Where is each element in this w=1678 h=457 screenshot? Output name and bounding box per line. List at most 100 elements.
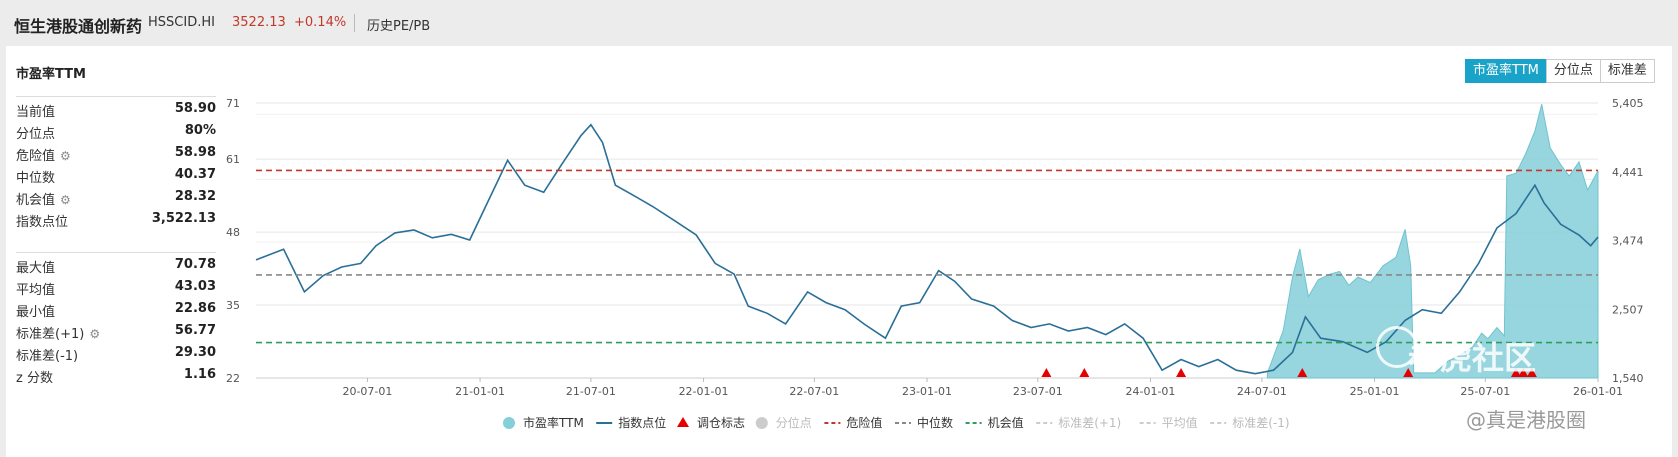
std-dev-button[interactable]: 标准差 <box>1599 59 1655 83</box>
x-tick: 24-07-01 <box>1237 385 1287 398</box>
stat-value: 22.86 <box>174 301 216 316</box>
rebalance-marker <box>1297 368 1308 377</box>
stat-label: 最小值 <box>16 305 56 320</box>
watermark-brand: 老虎社区 <box>1408 339 1537 377</box>
rebalance-marker <box>1403 368 1414 377</box>
pe-ttm-area <box>1266 104 1599 379</box>
rebalance-marker <box>1041 368 1052 377</box>
stat-value: 28.32 <box>174 189 216 204</box>
legend-item[interactable]: 标准差(-1) <box>1210 416 1290 430</box>
stats-panel-bottom: 最大值 70.78 平均值 43.03 最小值 22.86 标准差(+1) ⚙ 56.77 标准差… <box>16 254 216 386</box>
stat-row: 中位数 40.37 <box>16 164 216 186</box>
y-right-tick: 1,540 <box>1612 372 1644 385</box>
card-title: 市盈率TTM <box>16 67 86 82</box>
metric-toggle-group: 市盈率TTM 分位点 标准差 <box>1465 59 1655 83</box>
index-code: HSSCID.HI <box>148 15 215 30</box>
stat-value: 43.03 <box>174 279 216 294</box>
x-tick: 25-01-01 <box>1350 385 1400 398</box>
stat-value: 3,522.13 <box>151 211 216 226</box>
stat-row: 平均值 43.03 <box>16 276 216 298</box>
stat-label: 标准差(+1) ⚙ <box>16 327 101 342</box>
stat-label: 危险值 ⚙ <box>16 149 71 164</box>
top-bar: 恒生港股通创新药 HSSCID.HI 3522.13 +0.14% 历史PE/P… <box>0 0 1678 46</box>
stat-value: 58.90 <box>174 101 216 116</box>
gear-icon[interactable]: ⚙ <box>60 149 71 163</box>
stat-row: z 分数 1.16 <box>16 364 216 386</box>
stat-row: 指数点位 3,522.13 <box>16 208 216 230</box>
x-tick: 22-01-01 <box>679 385 729 398</box>
x-tick: 22-07-01 <box>789 385 839 398</box>
legend-label: 标准差(+1) <box>1058 416 1121 430</box>
stat-label: 机会值 ⚙ <box>16 193 71 208</box>
stat-value: 1.16 <box>183 367 216 382</box>
x-tick: 26-01-01 <box>1573 385 1623 398</box>
stats-panel-top: 当前值 58.90 分位点 80% 危险值 ⚙ 58.98 中位数 40.37 机会值 ⚙ 28.32… <box>16 98 216 230</box>
legend-item[interactable]: 市盈率TTM <box>503 415 584 430</box>
legend-label: 危险值 <box>846 415 882 430</box>
y-right-tick: 4,441 <box>1612 166 1644 179</box>
stat-row: 最小值 22.86 <box>16 298 216 320</box>
x-tick: 25-07-01 <box>1460 385 1510 398</box>
stat-value: 70.78 <box>174 257 216 272</box>
legend-item[interactable]: 分位点 <box>755 415 812 430</box>
legend-label: 分位点 <box>776 415 812 430</box>
y-right-tick: 5,405 <box>1612 97 1644 110</box>
stats-divider-top <box>16 96 216 97</box>
percentile-button[interactable]: 分位点 <box>1545 59 1601 83</box>
legend-item[interactable]: 标准差(+1) <box>1036 416 1121 430</box>
stat-label: z 分数 <box>16 371 53 386</box>
rebalance-marker <box>1079 368 1090 377</box>
stat-row: 标准差(-1) 29.30 <box>16 342 216 364</box>
legend-item[interactable]: 调仓标志 <box>677 416 745 430</box>
index-change: +0.14% <box>294 15 347 30</box>
legend-item[interactable]: 指数点位 <box>596 415 666 430</box>
gear-icon[interactable]: ⚙ <box>89 327 101 341</box>
tiger-logo-icon <box>1376 326 1418 368</box>
index-price: 3522.13 <box>232 15 286 30</box>
x-tick: 21-01-01 <box>455 385 505 398</box>
x-tick: 23-01-01 <box>902 385 952 398</box>
y-right-tick: 2,507 <box>1612 303 1644 316</box>
legend-label: 指数点位 <box>618 415 666 430</box>
x-tick: 20-07-01 <box>342 385 392 398</box>
x-tick: 24-01-01 <box>1125 385 1175 398</box>
header-divider <box>354 14 355 32</box>
pe-ttm-button[interactable]: 市盈率TTM <box>1465 59 1547 83</box>
stat-value: 80% <box>184 123 216 138</box>
legend-item[interactable]: 机会值 <box>965 415 1024 430</box>
legend-label: 平均值 <box>1162 415 1198 430</box>
legend-label: 调仓标志 <box>697 416 745 430</box>
stat-row: 最大值 70.78 <box>16 254 216 276</box>
stat-value: 29.30 <box>174 345 216 360</box>
legend-item[interactable]: 危险值 <box>824 415 882 430</box>
y-left-tick: 71 <box>226 97 240 110</box>
y-left-tick: 22 <box>226 372 240 385</box>
legend-label: 机会值 <box>988 415 1024 430</box>
stat-label: 当前值 <box>16 105 56 120</box>
gear-icon[interactable]: ⚙ <box>60 193 71 207</box>
legend-symbol <box>677 417 689 427</box>
stat-label: 中位数 <box>16 171 56 186</box>
stat-row: 危险值 ⚙ 58.98 <box>16 142 216 164</box>
rebalance-marker <box>1510 368 1521 377</box>
stat-row: 标准差(+1) ⚙ 56.77 <box>16 320 216 342</box>
legend-item[interactable]: 中位数 <box>895 415 953 430</box>
stat-label: 最大值 <box>16 261 56 276</box>
stat-value: 40.37 <box>174 167 216 182</box>
y-right-tick: 3,474 <box>1612 235 1644 248</box>
legend-symbol <box>755 417 768 429</box>
legend-item[interactable]: 平均值 <box>1139 415 1198 430</box>
stat-label: 标准差(-1) <box>16 349 79 364</box>
stat-row: 机会值 ⚙ 28.32 <box>16 186 216 208</box>
index-name: 恒生港股通创新药 <box>14 17 143 36</box>
history-pe-pb-link[interactable]: 历史PE/PB <box>367 19 431 34</box>
y-left-tick: 61 <box>226 153 240 166</box>
stat-row: 分位点 80% <box>16 120 216 142</box>
rebalance-marker <box>1176 368 1187 377</box>
legend-label: 市盈率TTM <box>523 415 584 430</box>
stat-label: 指数点位 <box>16 215 69 230</box>
watermark-handle: @真是港股圈 <box>1466 408 1586 432</box>
rebalance-marker <box>1526 368 1537 377</box>
stat-value: 56.77 <box>174 323 216 338</box>
